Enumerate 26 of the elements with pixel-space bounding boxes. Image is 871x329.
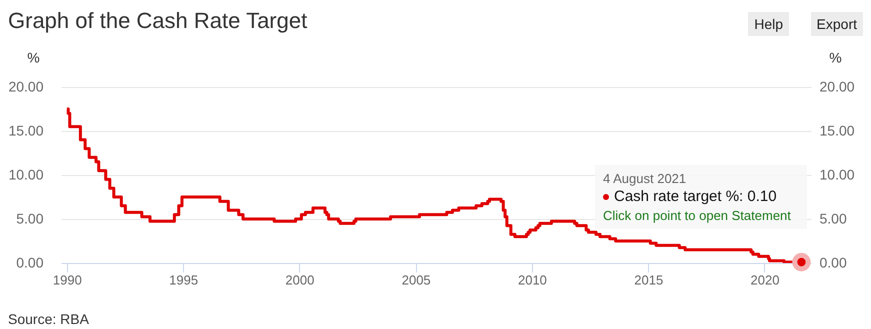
y2-tick-label: 10.00 xyxy=(820,166,855,182)
annotation: 4 August 2021 xyxy=(603,171,688,186)
text: Export xyxy=(810,12,863,36)
y-tick-label: 0.00 xyxy=(16,254,44,270)
x-tick-label: 2020 xyxy=(750,272,780,288)
y2-tick-label: 5.00 xyxy=(820,210,847,226)
x-tick-label: 2010 xyxy=(518,272,547,288)
x-tick-label: 1995 xyxy=(169,272,198,288)
y-tick-label: 5.00 xyxy=(16,210,44,226)
y-tick-label: 10.00 xyxy=(8,166,44,182)
x-tick-label: 1990 xyxy=(52,272,82,288)
source-note: Source: RBA xyxy=(8,311,89,327)
y2-tick-label: 0.00 xyxy=(820,254,847,270)
chart-title: Graph of the Cash Rate Target xyxy=(8,8,308,34)
annotation: Click on point to open Statement xyxy=(603,208,792,223)
y-axis-title: % xyxy=(27,50,40,66)
text: Help xyxy=(748,12,789,36)
x-tick-label: 2015 xyxy=(634,272,664,288)
y2-axis-title: % xyxy=(829,50,842,66)
y2-tick-label: 20.00 xyxy=(820,78,855,94)
x-tick-label: 2005 xyxy=(402,272,431,288)
x-tick-label: 2000 xyxy=(285,272,314,288)
y-tick-label: 15.00 xyxy=(8,122,44,138)
annotation: Cash rate target %: 0.10 xyxy=(613,188,778,205)
y-tick-label: 20.00 xyxy=(8,78,44,94)
y2-tick-label: 15.00 xyxy=(820,122,855,138)
